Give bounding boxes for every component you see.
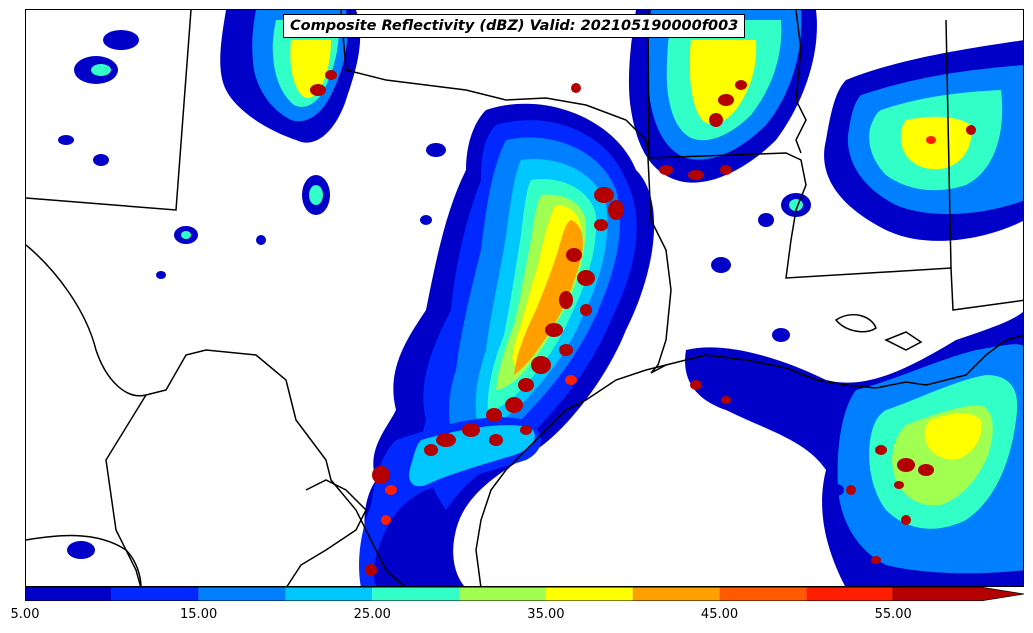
colorbar-segment: [25, 587, 112, 601]
north-cluster-echo: [220, 10, 361, 143]
intense-cores: [365, 187, 624, 576]
gulf-cluster-echo: [685, 311, 1023, 586]
colorbar-segment: [806, 587, 894, 601]
colorbar-tick-label: 25.00: [353, 607, 391, 622]
colorbar-extend-triangle: [892, 587, 1024, 601]
map-title: Composite Reflectivity (dBZ) Valid: 2021…: [283, 14, 746, 38]
colorbar-segment: [632, 587, 720, 601]
colorbar-segment: [372, 587, 460, 601]
colorbar-tick-label: 35.00: [527, 607, 565, 622]
colorbar-segment: [111, 587, 199, 601]
colorbar-segment: [545, 587, 633, 601]
arkansas-cluster-echo: [571, 10, 817, 183]
scattered-cells: [58, 30, 844, 559]
colorbar-tick-label: 55.00: [874, 607, 912, 622]
reflectivity-map-svg: [26, 10, 1023, 586]
colorbar-tick-label: 5.00: [10, 607, 40, 622]
colorbar-tick-label: 15.00: [180, 607, 218, 622]
colorbar-segment: [285, 587, 373, 601]
colorbar-segment: [719, 587, 807, 601]
radar-map: [25, 9, 1024, 587]
squall-line-echo: [359, 103, 655, 586]
colorbar-segment: [198, 587, 286, 601]
colorbar-tick-label: 45.00: [700, 607, 739, 622]
colorbar: [25, 587, 1024, 601]
boundaries: [26, 10, 1023, 586]
colorbar-segment: [459, 587, 546, 601]
mississippi-cluster-echo: [824, 40, 1023, 241]
